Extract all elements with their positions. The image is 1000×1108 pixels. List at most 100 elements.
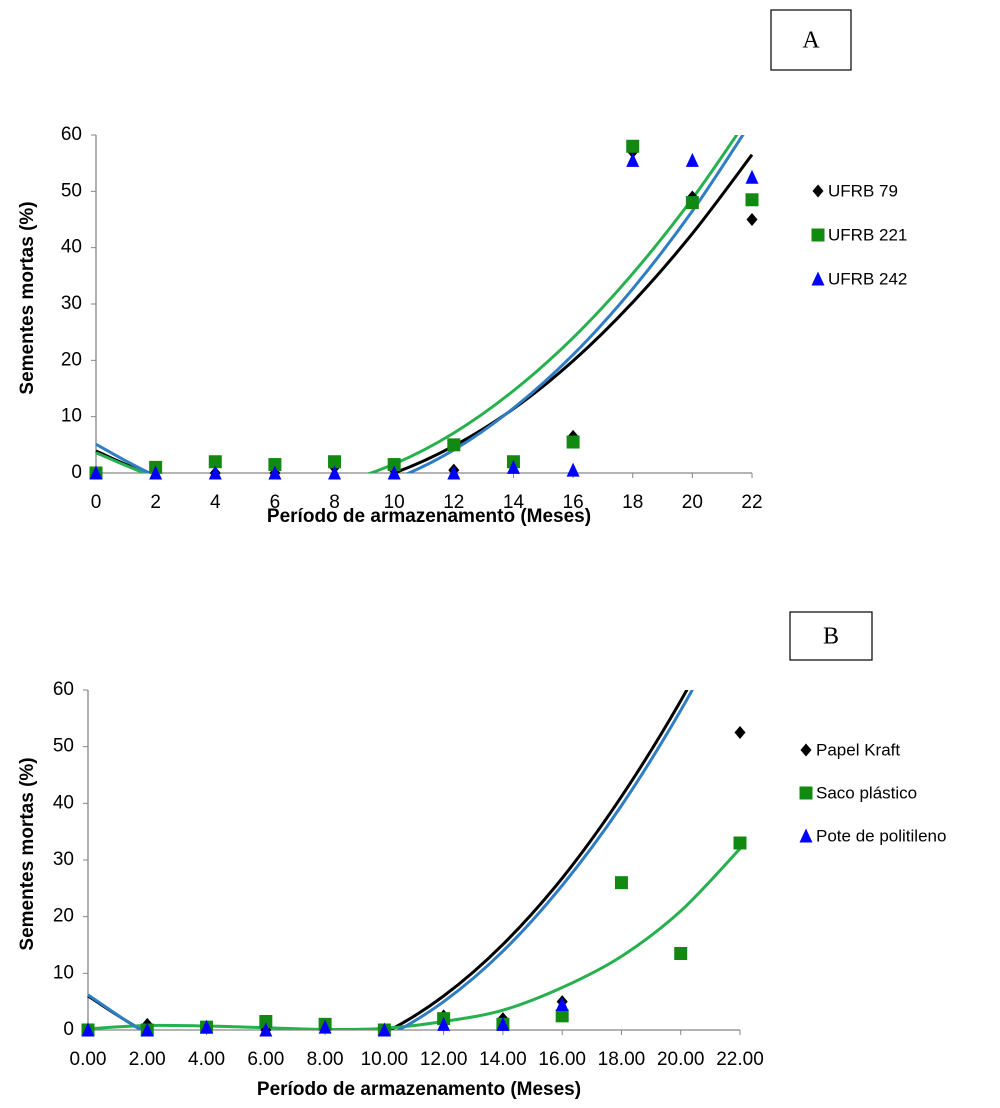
marker-diamond [800,743,812,757]
x-tick-label: 0 [91,492,102,513]
x-tick-label: 20.00 [657,1049,705,1070]
panel-box [770,9,852,71]
trend-line [95,135,745,473]
y-tick-label: 30 [61,293,82,314]
legend-label: UFRB 242 [828,269,907,288]
marker-square [685,196,699,210]
trend-line [87,690,689,1030]
x-tick-label: 20 [682,492,703,513]
trend-line [87,690,694,1030]
x-axis-title: Período de armazenamento (Meses) [257,1079,581,1100]
marker-square [674,947,688,960]
legend-label: Saco plástico [816,783,917,802]
trend-line [95,135,739,473]
x-tick-label: 4 [210,492,221,513]
marker-square [259,1015,273,1028]
x-tick-label: 0.00 [70,1049,107,1070]
x-tick-label: 12.00 [420,1049,468,1070]
marker-square [626,139,640,153]
marker-square [328,455,342,469]
x-tick-label: 2 [150,492,161,513]
marker-triangle [208,465,222,480]
y-tick-label: 20 [61,349,82,370]
marker-square [799,786,813,800]
marker-triangle [555,997,569,1011]
marker-triangle [259,1022,273,1037]
panel-label: B [823,624,839,650]
y-tick-label: 10 [61,406,82,427]
marker-triangle [318,1019,332,1034]
legend-label: UFRB 79 [828,181,898,200]
marker-diamond [746,213,758,226]
marker-square [447,438,461,452]
x-tick-label: 22 [741,492,762,513]
y-tick-label: 40 [61,237,82,258]
y-tick-label: 50 [53,736,74,757]
panel-label: A [802,28,820,54]
marker-triangle [200,1019,214,1034]
marker-triangle [496,1016,510,1031]
marker-square [614,876,628,890]
marker-triangle [140,1022,154,1037]
x-tick-label: 16 [563,492,584,513]
marker-triangle [89,465,103,480]
marker-triangle [149,465,163,480]
marker-triangle [377,1022,391,1037]
legend-label: UFRB 221 [828,225,907,244]
marker-triangle [745,169,759,184]
y-tick-label: 0 [63,1019,74,1040]
marker-square [733,836,747,850]
x-tick-label: 10 [384,492,405,513]
marker-triangle [437,1016,451,1031]
y-tick-label: 0 [71,462,82,483]
y-axis-title: Sementes mortas (%) [17,757,38,950]
marker-square [745,193,759,207]
x-tick-label: 8.00 [307,1049,344,1070]
x-tick-label: 12 [443,492,464,513]
y-tick-label: 10 [53,962,74,983]
marker-triangle [799,828,813,843]
marker-diamond [734,726,746,739]
x-tick-label: 6.00 [247,1049,284,1070]
marker-square [208,455,222,469]
marker-diamond [812,184,824,198]
trend-line [87,847,742,1030]
marker-square [387,458,401,472]
marker-triangle [447,465,461,480]
marker-square [268,458,282,472]
marker-square [566,435,580,449]
marker-triangle [811,271,825,286]
marker-triangle [685,152,699,167]
marker-triangle [81,1022,95,1037]
x-tick-label: 8 [329,492,340,513]
y-tick-label: 60 [61,124,82,145]
marker-triangle [268,465,282,480]
y-tick-label: 30 [53,849,74,870]
x-tick-label: 10.00 [361,1049,409,1070]
x-tick-label: 14 [503,492,525,513]
legend-label: Pote de politileno [816,826,946,845]
x-tick-label: 4.00 [188,1049,225,1070]
y-tick-label: 20 [53,906,74,927]
y-tick-label: 50 [61,180,82,201]
panel-box [789,611,873,661]
y-tick-label: 40 [53,792,74,813]
x-tick-label: 2.00 [129,1049,166,1070]
marker-triangle [506,459,520,474]
x-tick-label: 16.00 [538,1049,586,1070]
marker-triangle [387,465,401,480]
marker-square [555,1009,569,1023]
marker-square [811,228,825,242]
y-axis-title: Sementes mortas (%) [17,201,38,394]
x-tick-label: 18.00 [598,1049,646,1070]
x-tick-label: 6 [270,492,281,513]
x-tick-label: 14.00 [479,1049,527,1070]
marker-triangle [328,465,342,480]
marker-triangle [566,462,580,477]
x-tick-label: 18 [622,492,643,513]
x-axis-title: Período de armazenamento (Meses) [267,506,591,527]
y-tick-label: 60 [53,679,74,700]
marker-triangle [626,152,640,167]
legend-label: Papel Kraft [816,740,900,759]
x-tick-label: 22.00 [716,1049,764,1070]
